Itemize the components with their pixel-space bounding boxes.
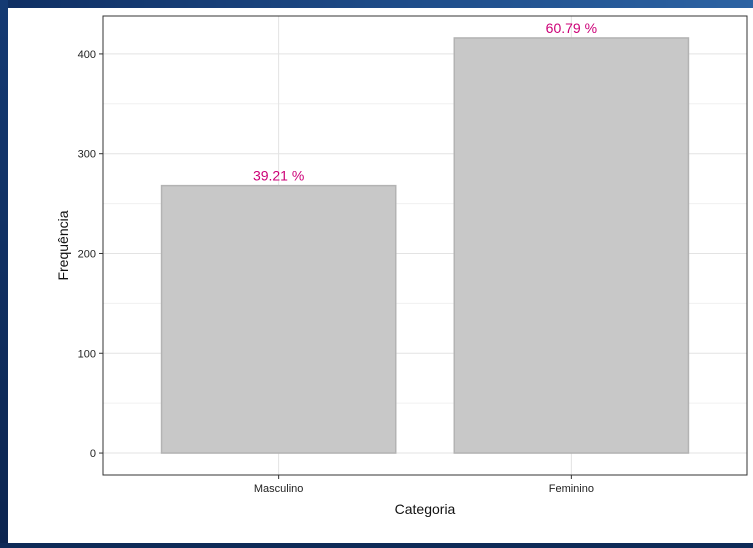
x-tick-label-feminino: Feminino (549, 483, 594, 495)
data-label-feminino: 60.79 % (546, 20, 597, 36)
y-tick-label: 100 (78, 348, 96, 360)
x-tick-label-masculino: Masculino (254, 483, 304, 495)
y-axis: 0 100 200 300 400 (78, 49, 103, 460)
y-tick-label: 300 (78, 149, 96, 161)
y-tick-label: 0 (90, 448, 96, 460)
data-labels-layer: 39.21 % 60.79 % (253, 20, 597, 184)
panel-border (102, 15, 748, 476)
chart-canvas: 39.21 % 60.79 % 0 100 200 300 400 Masculino Fe… (8, 8, 753, 543)
bar-masculino (160, 184, 397, 454)
bar-chart: 39.21 % 60.79 % 0 100 200 300 400 Masculino Fe… (55, 15, 748, 517)
y-tick-label: 400 (78, 49, 96, 61)
data-label-masculino: 39.21 % (253, 168, 304, 184)
bar-feminino (453, 37, 690, 454)
window-left-frame (0, 0, 8, 543)
bars-layer (160, 37, 690, 454)
window-top-frame (0, 0, 753, 8)
x-axis: Masculino Feminino (254, 475, 594, 495)
y-tick-label: 200 (78, 248, 96, 260)
y-axis-title: Frequência (55, 210, 71, 280)
x-axis-title: Categoria (395, 501, 456, 517)
